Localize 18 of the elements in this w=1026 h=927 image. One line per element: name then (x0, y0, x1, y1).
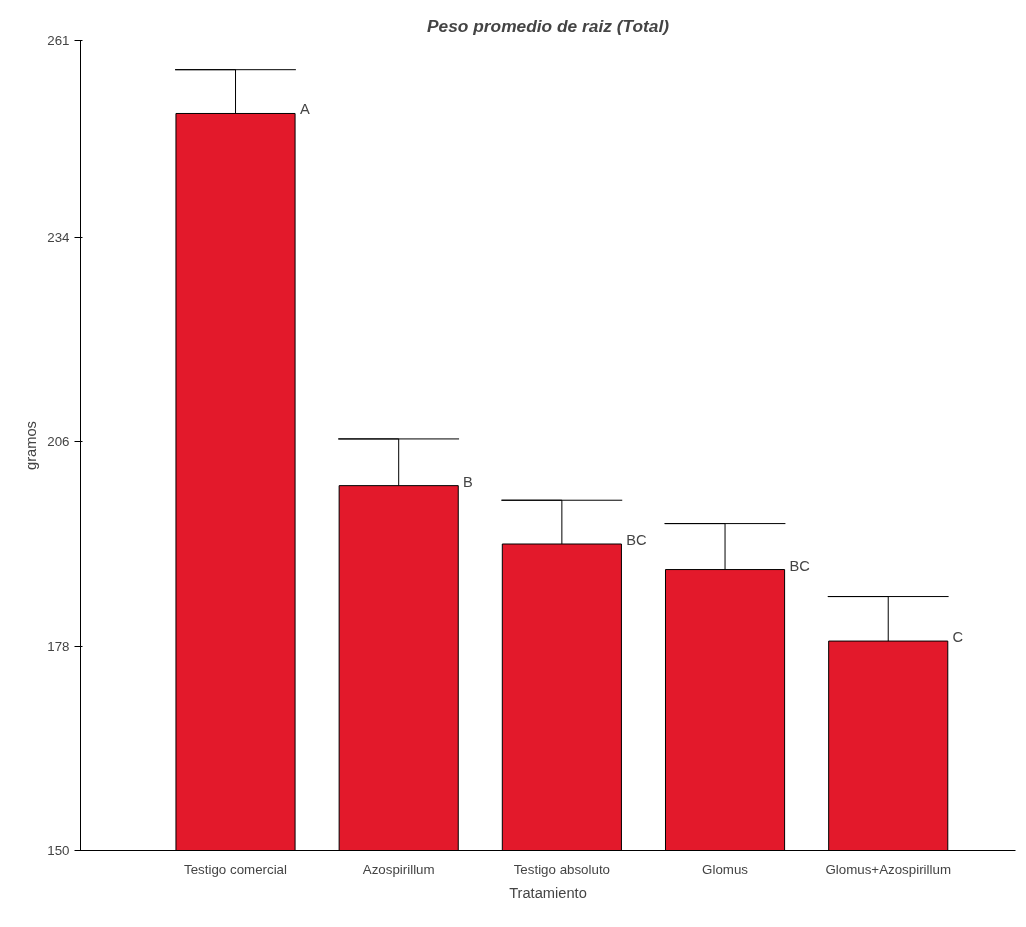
annotation: A (299, 101, 310, 118)
x-tick-label: Testigo absoluto (513, 861, 611, 877)
y-tick-label: 234 (47, 230, 71, 246)
y-tick-label: 178 (47, 638, 70, 654)
y-tick-label: 206 (47, 434, 70, 450)
annotation: C (952, 629, 964, 646)
x-tick-label: Azospirillum (362, 861, 435, 877)
y-tick-label: 150 (47, 843, 70, 858)
x-tick-label: Glomus (702, 861, 749, 877)
x-axis-title: Tratamiento (509, 884, 587, 901)
chart-title: Peso promedio de raiz (Total) (427, 15, 670, 36)
annotation: BC (626, 532, 648, 549)
x-tick-label: Testigo comercial (184, 861, 288, 877)
y-axis-title: gramos (23, 421, 40, 470)
x-tick-label: Glomus+Azospirillum (825, 861, 951, 877)
y-tick-label: 261 (47, 33, 70, 48)
annotation: B (463, 473, 473, 490)
annotation: BC (789, 557, 811, 574)
